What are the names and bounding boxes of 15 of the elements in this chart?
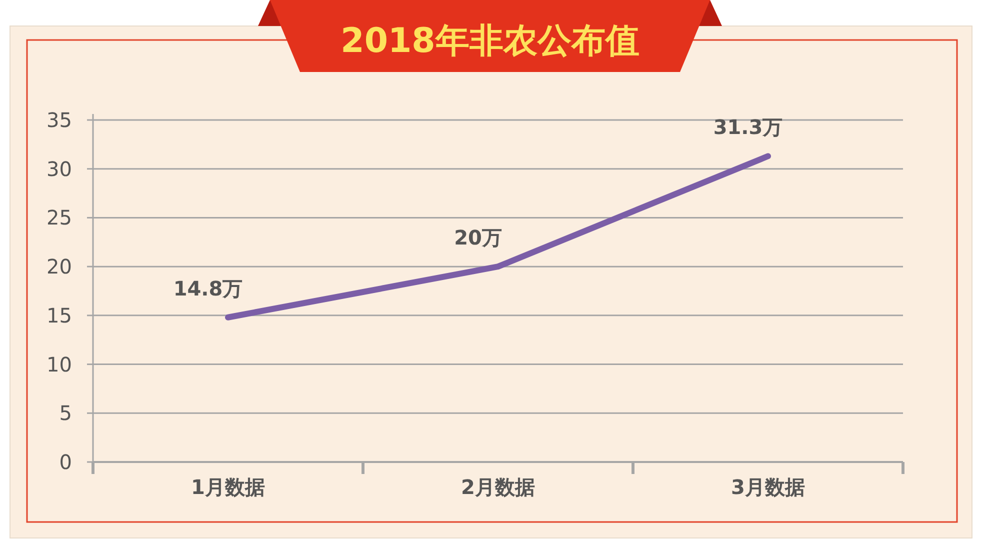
- y-tick-label: 20: [46, 254, 72, 279]
- y-tick-label: 30: [46, 156, 72, 181]
- data-label: 31.3万: [713, 115, 783, 140]
- y-tick-label: 10: [46, 352, 72, 376]
- chart-title: 2018年非农公布值: [340, 21, 640, 61]
- y-tick-label: 15: [46, 303, 72, 328]
- y-tick-label: 0: [59, 450, 72, 474]
- data-label: 20万: [454, 226, 502, 250]
- x-tick-label: 1月数据: [191, 475, 265, 499]
- x-tick-label: 2月数据: [461, 475, 535, 499]
- y-tick-label: 35: [46, 108, 72, 132]
- y-tick-label: 25: [46, 206, 72, 230]
- y-tick-label: 5: [59, 401, 72, 426]
- data-label: 14.8万: [173, 276, 243, 300]
- x-tick-label: 3月数据: [731, 475, 805, 499]
